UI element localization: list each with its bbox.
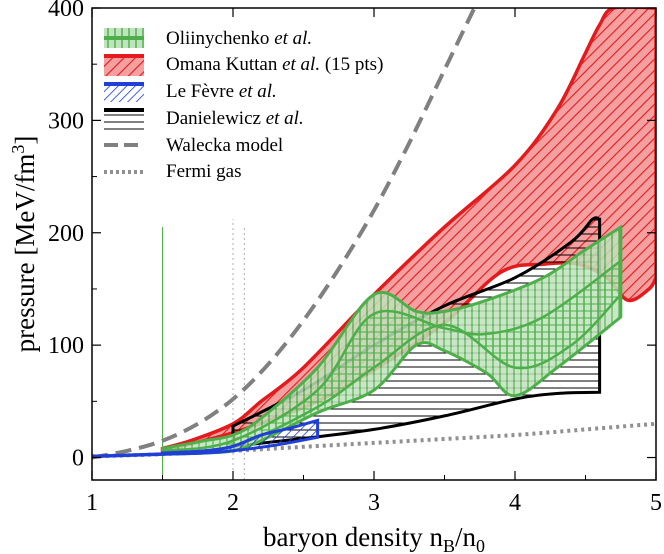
line-le-fevre-baseline (92, 452, 163, 459)
legend-item-oliinychenko: Oliinychenko et al. (104, 28, 312, 49)
y-tick-label: 100 (48, 333, 84, 359)
line-walecka-model (92, 8, 477, 460)
legend-item-fermi-gas: Fermi gas (104, 161, 241, 182)
legend-label-le-fevre: Le Fèvre et al. (166, 81, 277, 102)
legend-item-walecka: Walecka model (104, 135, 283, 156)
legend-swatch-danielewicz (104, 110, 144, 130)
y-tick-label: 200 (48, 221, 84, 247)
x-tick-label: 1 (86, 490, 98, 516)
data-layer (92, 8, 656, 480)
y-tick-label: 300 (48, 108, 84, 134)
band-le-fevre (161, 418, 320, 456)
band-oliinychenko-inner (161, 258, 623, 455)
y-axis-title: pressure [MeV/fm3] (8, 136, 40, 353)
legend-label-omana-kuttan: Omana Kuttan et al. (15 pts) (166, 54, 383, 75)
legend-item-omana-kuttan: Omana Kuttan et al. (15 pts) (104, 54, 383, 76)
legend-label-walecka: Walecka model (166, 135, 283, 156)
legend-label-oliinychenko: Oliinychenko et al. (166, 28, 312, 49)
legend-swatch-omana-kuttan (104, 56, 144, 76)
x-tick-label: 2 (227, 490, 239, 516)
x-axis-title: baryon density nB/n0 (263, 522, 485, 554)
y-tick-label: 400 (48, 0, 84, 22)
y-tick-label: 0 (72, 446, 84, 472)
legend-item-danielewicz: Danielewicz et al. (104, 108, 304, 130)
legend-swatch-le-fevre (104, 84, 144, 102)
axes: 1 2 3 4 5 0 100 200 300 400 (48, 0, 662, 516)
legend-label-fermi-gas: Fermi gas (166, 161, 241, 182)
x-tick-label: 4 (509, 490, 521, 516)
legend: Oliinychenko et al. Omana Kuttan et al. … (104, 28, 383, 182)
legend-item-le-fevre: Le Fèvre et al. (104, 81, 277, 102)
legend-label-danielewicz: Danielewicz et al. (166, 108, 304, 129)
x-tick-label: 3 (368, 490, 380, 516)
x-tick-label: 5 (650, 490, 662, 516)
